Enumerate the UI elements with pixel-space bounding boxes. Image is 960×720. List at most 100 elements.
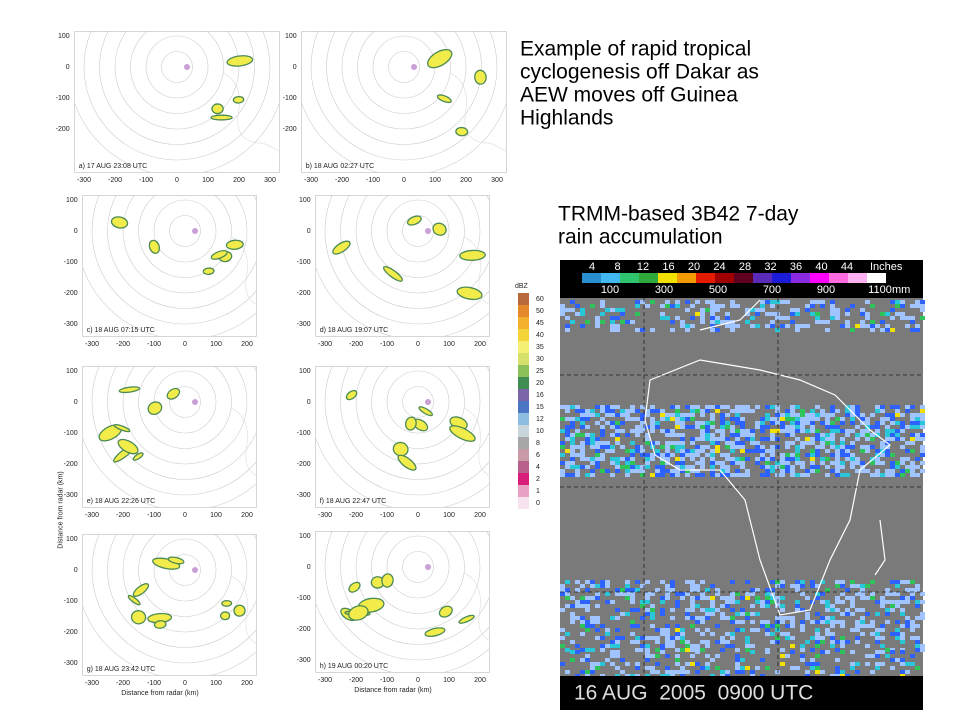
rain-pixel — [690, 654, 695, 658]
rain-pixel — [710, 600, 715, 604]
colorbar-label: 16 — [536, 392, 544, 399]
rain-pixel — [745, 648, 750, 652]
rain-pixel — [650, 592, 655, 596]
rain-pixel — [725, 640, 730, 644]
rain-pixel — [730, 324, 735, 328]
rain-pixel — [920, 300, 925, 304]
rain-pixel — [585, 624, 590, 628]
rain-pixel — [920, 616, 925, 620]
rain-pixel — [695, 662, 700, 666]
rain-pixel — [825, 421, 830, 425]
rain-pixel — [730, 616, 735, 620]
rain-pixel — [815, 612, 820, 616]
rain-pixel — [910, 465, 915, 469]
rain-pixel — [830, 441, 835, 445]
rain-pixel — [570, 441, 575, 445]
rain-pixel — [760, 304, 765, 308]
rain-pixel — [840, 429, 845, 433]
rain-pixel — [915, 666, 920, 670]
rain-pixel — [815, 636, 820, 640]
echo — [219, 611, 231, 621]
range-ring — [122, 366, 248, 465]
rain-pixel — [740, 666, 745, 670]
rain-pixel — [585, 409, 590, 413]
rain-pixel — [605, 644, 610, 648]
rain-pixel — [795, 421, 800, 425]
rain-pixel — [835, 429, 840, 433]
rain-pixel — [705, 308, 710, 312]
rain-pixel — [695, 644, 700, 648]
rain-pixel — [815, 417, 820, 421]
rain-pixel — [585, 413, 590, 417]
rain-pixel — [785, 316, 790, 320]
rain-pixel — [705, 437, 710, 441]
rain-pixel — [890, 453, 895, 457]
rain-pixel — [740, 628, 745, 632]
rain-pixel — [590, 473, 595, 477]
rain-pixel — [885, 473, 890, 477]
rain-pixel — [810, 421, 815, 425]
rain-pixel — [575, 453, 580, 457]
rain-pixel — [715, 429, 720, 433]
rain-pixel — [650, 421, 655, 425]
rain-pixel — [715, 654, 720, 658]
rain-pixel — [775, 670, 780, 674]
rain-pixel — [770, 600, 775, 604]
rain-pixel — [655, 453, 660, 457]
rain-pixel — [630, 457, 635, 461]
rain-pixel — [795, 473, 800, 477]
y-tick-label: -300 — [297, 492, 311, 499]
y-tick-label: -200 — [297, 290, 311, 297]
colorbar-swatch — [518, 329, 529, 341]
rain-pixel — [700, 596, 705, 600]
rain-pixel — [665, 628, 670, 632]
rain-pixel — [620, 588, 625, 592]
rain-pixel — [755, 441, 760, 445]
rain-pixel — [835, 666, 840, 670]
rain-pixel — [810, 409, 815, 413]
rain-pixel — [610, 445, 615, 449]
rain-pixel — [845, 429, 850, 433]
rain-pixel — [775, 421, 780, 425]
rain-pixel — [645, 636, 650, 640]
rain-pixel — [840, 473, 845, 477]
rain-pixel — [920, 644, 925, 648]
rain-pixel — [710, 461, 715, 465]
rain-pixel — [740, 473, 745, 477]
rain-pixel — [750, 441, 755, 445]
rain-pixel — [760, 417, 765, 421]
rain-pixel — [920, 409, 925, 413]
rain-pixel — [680, 437, 685, 441]
rain-pixel — [710, 413, 715, 417]
map-footer — [560, 676, 923, 710]
rain-pixel — [575, 405, 580, 409]
rain-pixel — [775, 409, 780, 413]
rain-pixel — [695, 628, 700, 632]
rain-pixel — [820, 300, 825, 304]
rain-pixel — [650, 417, 655, 421]
rain-pixel — [655, 469, 660, 473]
range-ring — [371, 366, 465, 449]
rain-pixel — [895, 604, 900, 608]
rain-pixel — [875, 650, 880, 654]
rain-pixel — [715, 461, 720, 465]
rain-pixel — [920, 316, 925, 320]
rain-pixel — [875, 457, 880, 461]
rain-pixel — [920, 648, 925, 652]
range-ring — [145, 35, 209, 99]
rain-pixel — [845, 457, 850, 461]
rain-pixel — [755, 449, 760, 453]
rain-pixel — [880, 445, 885, 449]
y-tick-label: -100 — [283, 95, 297, 102]
rain-pixel — [625, 320, 630, 324]
rain-pixel — [810, 580, 815, 584]
rain-pixel — [595, 465, 600, 469]
rain-pixel — [840, 445, 845, 449]
rain-pixel — [775, 628, 780, 632]
rain-pixel — [740, 658, 745, 662]
rain-pixel — [815, 449, 820, 453]
range-ring — [83, 31, 271, 161]
rain-pixel — [865, 421, 870, 425]
rain-pixel — [565, 417, 570, 421]
rain-pixel — [755, 596, 760, 600]
